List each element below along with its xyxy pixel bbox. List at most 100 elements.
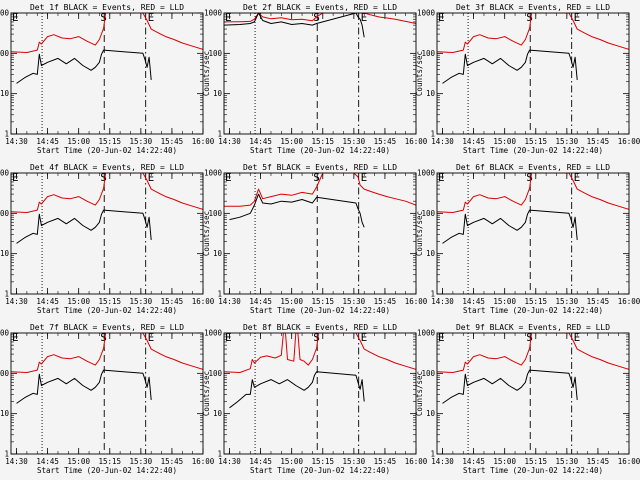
x-tick-label: 16:00 xyxy=(192,297,215,306)
chart-panel: Det 8f BLACK = Events, RED = LLD Counts/s… xyxy=(202,323,428,475)
panel-title: Det 5f BLACK = Events, RED = LLD xyxy=(243,163,397,172)
x-tick-label: 14:30 xyxy=(218,137,241,146)
start-marker-label: E xyxy=(12,331,19,344)
y-tick-label: 100 xyxy=(0,369,9,378)
y-tick-label: 1 xyxy=(217,130,222,139)
events-series-line xyxy=(229,193,365,228)
x-tick-label: 15:30 xyxy=(130,297,153,306)
y-tick-label: 100 xyxy=(421,209,435,218)
panel-title: Det 1f BLACK = Events, RED = LLD xyxy=(30,3,184,12)
lld-series-line xyxy=(11,173,203,213)
start-marker-label: E xyxy=(225,171,232,184)
x-tick-label: 15:15 xyxy=(311,457,334,466)
panel-title: Det 3f BLACK = Events, RED = LLD xyxy=(456,3,610,12)
y-tick-label: 10 xyxy=(0,409,9,418)
x-tick-label: 14:30 xyxy=(5,137,28,146)
x-tick-label: 15:00 xyxy=(493,457,516,466)
x-tick-label: 14:30 xyxy=(431,137,454,146)
flare-marker-label: S xyxy=(313,331,320,344)
end-marker-label: E xyxy=(148,331,155,344)
start-marker-label: E xyxy=(12,171,19,184)
x-tick-label: 15:30 xyxy=(130,457,153,466)
y-tick-label: 10 xyxy=(0,249,9,258)
y-tick-label: 100 xyxy=(0,49,9,58)
lld-series-line xyxy=(437,333,629,373)
x-tick-label: 15:45 xyxy=(587,137,610,146)
y-tick-label: 1 xyxy=(217,450,222,459)
y-tick-label: 10 xyxy=(213,409,223,418)
panel-title: Det 7f BLACK = Events, RED = LLD xyxy=(30,323,184,332)
chart-panel: Det 2f BLACK = Events, RED = LLD Counts/s… xyxy=(202,3,428,155)
x-tick-label: 14:30 xyxy=(5,457,28,466)
flare-marker-label: S xyxy=(100,171,107,184)
x-tick-label: 15:30 xyxy=(556,457,579,466)
y-tick-label: 1 xyxy=(430,290,435,299)
y-tick-label: 100 xyxy=(421,49,435,58)
x-axis-label: Start Time (20-Jun-02 14:22:40) xyxy=(463,146,603,155)
y-tick-label: 1 xyxy=(4,290,9,299)
panel-title: Det 9f BLACK = Events, RED = LLD xyxy=(456,323,610,332)
y-tick-label: 1000 xyxy=(417,169,436,178)
x-tick-label: 14:30 xyxy=(218,297,241,306)
x-tick-label: 16:00 xyxy=(618,457,640,466)
plot-frame xyxy=(223,12,417,135)
y-tick-label: 100 xyxy=(421,369,435,378)
y-tick-label: 10 xyxy=(213,249,223,258)
x-tick-label: 15:30 xyxy=(343,457,366,466)
flare-marker-label: S xyxy=(526,331,533,344)
x-tick-label: 15:30 xyxy=(556,297,579,306)
chart-panel: Det 4f BLACK = Events, RED = LLD Counts/s… xyxy=(0,163,215,315)
y-axis-label: Counts/sec xyxy=(202,371,211,416)
plot-frame xyxy=(223,332,417,455)
end-marker-label: E xyxy=(361,331,368,344)
y-axis-label: Counts/sec xyxy=(202,51,211,96)
x-tick-label: 14:45 xyxy=(249,137,272,146)
y-tick-label: 1000 xyxy=(417,9,436,18)
start-marker-label: E xyxy=(438,11,445,24)
x-tick-label: 15:30 xyxy=(343,297,366,306)
y-tick-label: 1 xyxy=(4,130,9,139)
x-tick-label: 14:45 xyxy=(462,137,485,146)
events-series-line xyxy=(442,369,578,404)
lld-series-line xyxy=(11,333,203,373)
plot-frame xyxy=(10,172,204,295)
x-tick-label: 15:45 xyxy=(374,457,397,466)
plot-frame xyxy=(10,332,204,455)
y-tick-label: 100 xyxy=(208,49,222,58)
x-tick-label: 15:30 xyxy=(556,137,579,146)
panel-title: Det 4f BLACK = Events, RED = LLD xyxy=(30,163,184,172)
x-tick-label: 15:30 xyxy=(343,137,366,146)
y-tick-label: 1 xyxy=(430,450,435,459)
x-tick-label: 15:00 xyxy=(493,137,516,146)
end-marker-label: E xyxy=(574,331,581,344)
y-tick-label: 1000 xyxy=(417,329,436,338)
x-tick-label: 15:00 xyxy=(280,297,303,306)
events-series-line xyxy=(16,209,152,244)
y-tick-label: 1000 xyxy=(204,169,223,178)
y-tick-label: 1000 xyxy=(0,329,9,338)
end-marker-label: E xyxy=(574,171,581,184)
x-tick-label: 16:00 xyxy=(192,137,215,146)
x-tick-label: 15:15 xyxy=(311,137,334,146)
x-tick-label: 15:45 xyxy=(374,137,397,146)
chart-panel: Det 9f BLACK = Events, RED = LLD Counts/s… xyxy=(415,323,640,475)
end-marker-label: E xyxy=(148,171,155,184)
y-tick-label: 10 xyxy=(426,249,436,258)
x-tick-label: 16:00 xyxy=(618,297,640,306)
y-tick-label: 10 xyxy=(426,89,436,98)
x-axis-label: Start Time (20-Jun-02 14:22:40) xyxy=(37,146,177,155)
y-axis-label: Counts/sec xyxy=(202,211,211,256)
plot-frame xyxy=(436,172,630,295)
lld-series-line xyxy=(224,173,416,207)
events-series-line xyxy=(229,371,365,409)
x-tick-label: 15:15 xyxy=(311,297,334,306)
y-tick-label: 1 xyxy=(430,130,435,139)
lld-series-line xyxy=(11,13,203,53)
flare-marker-label: S xyxy=(526,11,533,24)
x-tick-label: 15:45 xyxy=(587,457,610,466)
x-tick-label: 15:15 xyxy=(524,457,547,466)
x-tick-label: 14:45 xyxy=(36,137,59,146)
flare-marker-label: S xyxy=(100,331,107,344)
flare-marker-label: S xyxy=(526,171,533,184)
x-tick-label: 15:00 xyxy=(67,457,90,466)
